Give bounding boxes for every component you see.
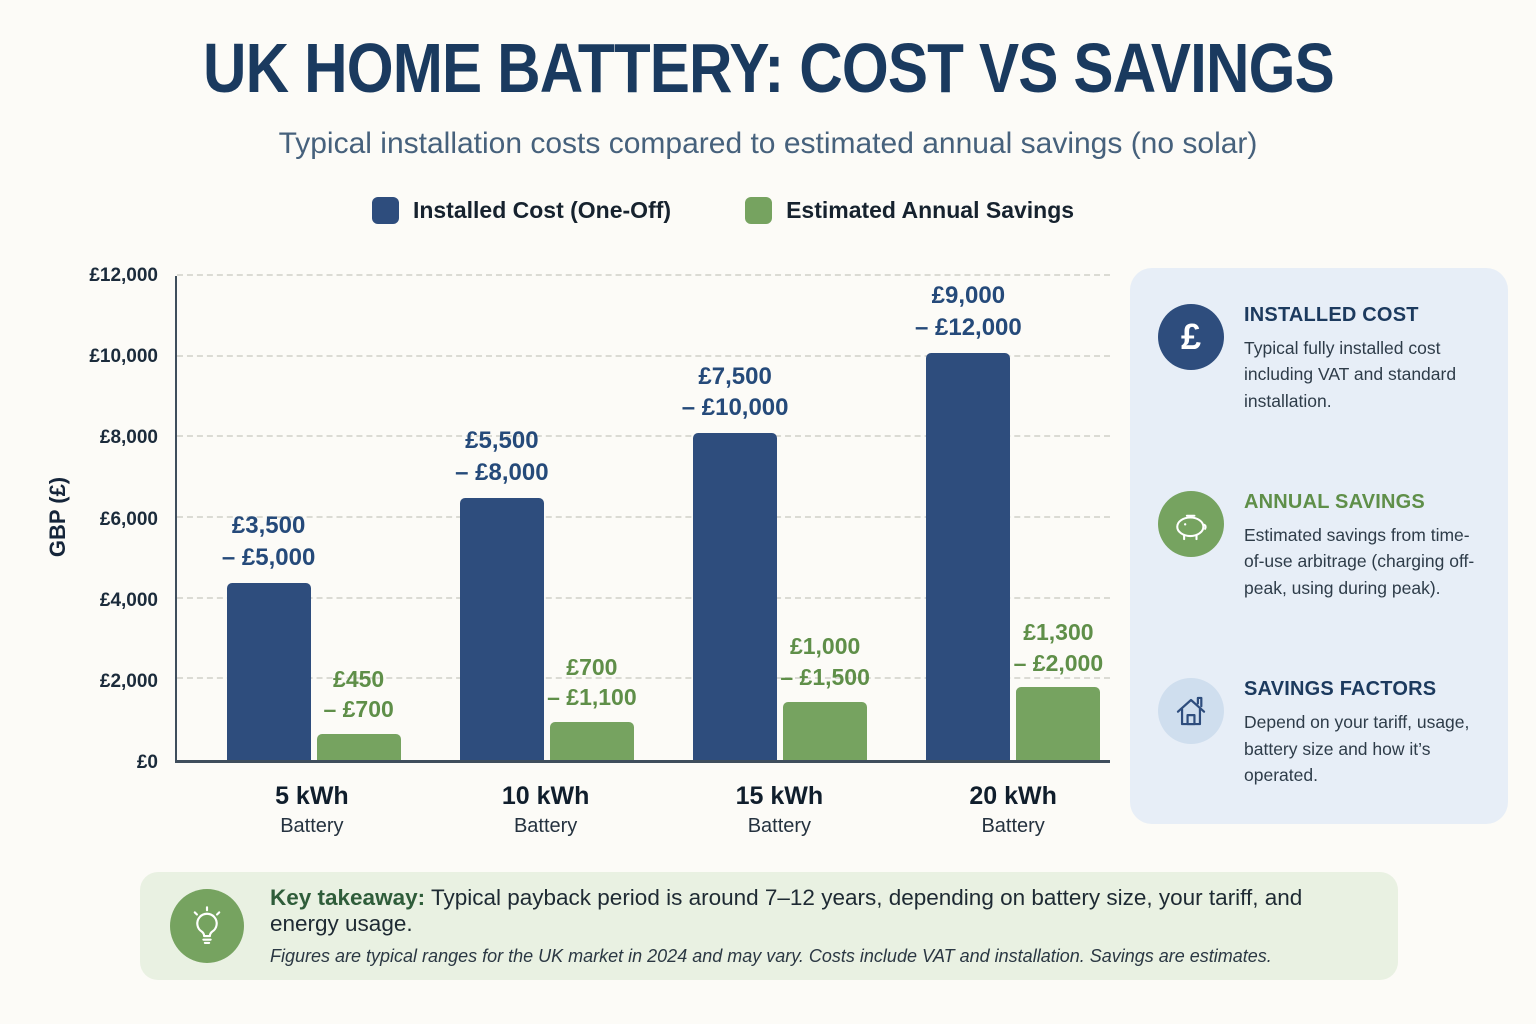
cost-range-label-10kwh: £5,500– £8,000 [455,427,549,486]
gridline-12000 [177,274,1110,276]
info-body-savings-factors: Depend on your tariff, usage, battery si… [1244,712,1470,785]
bar-cost-5kwh: £3,500– £5,000 [222,512,315,760]
info-panel: £ INSTALLED COST Typical fully installed… [1130,268,1508,824]
x-label-10kwh: 10 kWh Battery [501,782,590,837]
info-item-text: INSTALLED COST Typical fully installed c… [1244,304,1480,414]
bar-group-20kwh: £9,000– £12,000 £1,300– £2,000 [897,276,1130,760]
house-icon [1158,678,1224,745]
bar-group-10kwh: £5,500– £8,000 £700– £1,100 [430,276,663,760]
legend-item-installed-cost: Installed Cost (One-Off) [371,197,672,224]
takeaway-body: Typical payback period is around 7–12 ye… [270,885,1303,936]
y-tick-2000: £2,000 [99,670,158,692]
takeaway-line: Key takeaway: Typical payback period is … [270,885,1368,937]
legend-label-savings: Estimated Annual Savings [786,197,1075,223]
pound-glyph: £ [1180,316,1202,357]
takeaway-footnote: Figures are typical ranges for the UK ma… [270,946,1272,966]
x-axis-labels: 5 kWh Battery 10 kWh Battery 15 kWh Battery 20… [195,782,1130,838]
savings-range-label-20kwh: £1,300– £2,000 [1013,619,1104,676]
legend-label-cost: Installed Cost (One-Off) [412,197,672,223]
bar-group-5kwh: £3,500– £5,000 £450– £700 [197,276,430,760]
piggy-bank-icon [1158,491,1224,558]
y-axis-ticks: £0 £2,000 £4,000 £6,000 £8,000 £10,000 £12,000 [40,265,158,773]
pound-icon: £ [1158,304,1224,370]
bar-group-15kwh: £7,500– £10,000 £1,000– £1,500 [664,276,897,760]
bar-savings-10kwh: £700– £1,100 [547,654,637,760]
info-body-annual-savings: Estimated savings from time-of-use arbit… [1244,525,1475,598]
bar-savings-5kwh: £450– £700 [316,666,401,760]
y-tick-10000: £10,000 [89,346,158,368]
bar-cost-20kwh: £9,000– £12,000 [915,282,1022,760]
savings-range-label-5kwh: £450– £700 [323,665,394,723]
bar-cost-15kwh: £7,500– £10,000 [682,363,789,760]
x-label-20kwh: 20 kWh Battery [969,782,1057,837]
plot-area: £3,500– £5,000 £450– £700 £5,500– £8,000 £7… [175,274,1110,763]
bar-cost-10kwh: £5,500– £8,000 [455,427,549,760]
legend: Installed Cost (One-Off) Estimated Annua… [0,197,1491,224]
info-item-annual-savings: ANNUAL SAVINGS Estimated savings from ti… [1158,491,1480,601]
y-tick-12000: £12,000 [89,265,158,286]
lightbulb-icon [170,889,244,963]
legend-swatch-cost [371,197,399,224]
gridline-6000 [177,516,1110,518]
info-title-savings-factors: SAVINGS FACTORS [1244,678,1437,701]
gridline-4000 [177,596,1110,599]
cost-range-label-5kwh: £3,500– £5,000 [221,511,316,571]
info-item-installed-cost: £ INSTALLED COST Typical fully installed… [1158,304,1480,414]
bar-savings-15kwh: £1,000– £1,500 [780,633,870,760]
x-label-15kwh: 15 kWh Battery [735,782,824,837]
savings-range-label-10kwh: £700– £1,100 [547,653,637,711]
key-takeaway-text: Key takeaway: Typical payback period is … [270,885,1368,967]
y-tick-8000: £8,000 [99,427,158,449]
savings-range-label-15kwh: £1,000– £1,500 [780,633,870,690]
legend-item-annual-savings: Estimated Annual Savings [745,197,1074,224]
cost-range-label-15kwh: £7,500– £10,000 [681,362,789,422]
page-subtitle: Typical installation costs compared to e… [278,127,1258,160]
page-title: UK HOME BATTERY: COST VS SAVINGS [0,28,1536,108]
info-title-installed-cost: INSTALLED COST [1244,304,1419,326]
info-title-annual-savings: ANNUAL SAVINGS [1244,491,1425,514]
takeaway-heading: Key takeaway: [270,885,426,910]
y-tick-6000: £6,000 [99,508,158,530]
y-tick-0: £0 [136,752,158,773]
bar-savings-20kwh: £1,300– £2,000 [1014,619,1103,760]
y-tick-4000: £4,000 [99,589,158,611]
gridline-10000 [177,354,1110,357]
info-body-installed-cost: Typical fully installed cost including V… [1244,338,1457,411]
gridline-8000 [177,435,1110,438]
key-takeaway-banner: Key takeaway: Typical payback period is … [140,872,1398,980]
info-item-text: SAVINGS FACTORS Depend on your tariff, u… [1244,678,1480,788]
gridline-2000 [177,677,1110,680]
page-title-text: UK HOME BATTERY: COST VS SAVINGS [202,29,1335,107]
info-item-text: ANNUAL SAVINGS Estimated savings from ti… [1244,491,1480,601]
cost-range-label-20kwh: £9,000– £12,000 [914,281,1022,341]
legend-swatch-savings [745,197,773,224]
x-label-5kwh: 5 kWh Battery [275,782,349,837]
info-item-savings-factors: SAVINGS FACTORS Depend on your tariff, u… [1158,678,1480,788]
